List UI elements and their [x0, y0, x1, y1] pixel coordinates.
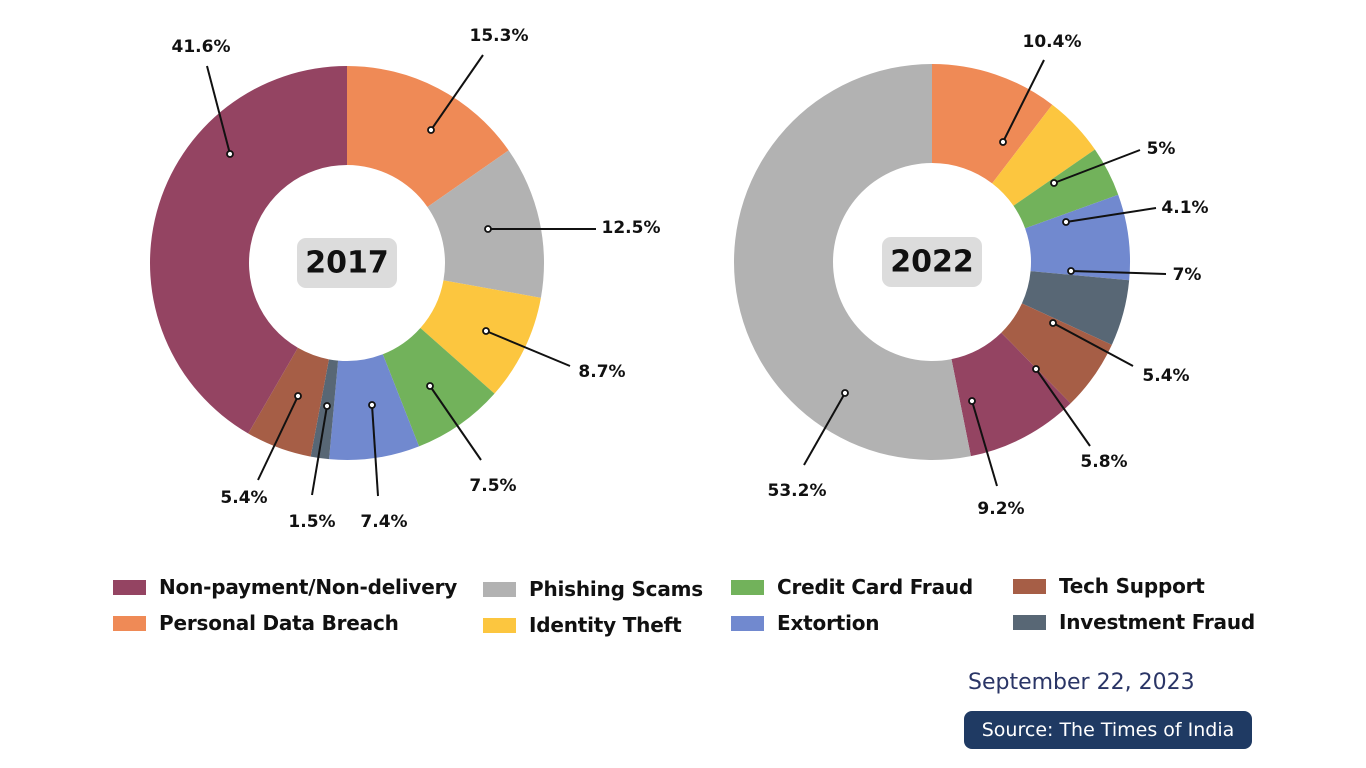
leader-line	[485, 330, 571, 367]
leader-dot	[368, 401, 376, 409]
leader-line	[803, 392, 846, 466]
slice-identity-theft	[992, 104, 1095, 206]
legend-swatch	[731, 579, 764, 595]
legend-item-identity-theft: Identity Theft	[483, 610, 682, 640]
center-badge	[882, 237, 982, 287]
leader-line	[1053, 149, 1141, 184]
donut-chart-2022: 10.4% 5% 4.1% 7% 5.4% 5.8% 9.2% 53.2% 2022	[734, 32, 1209, 519]
legend-item-credit-card-fraud: Credit Card Fraud	[731, 572, 973, 602]
leader-line	[371, 404, 379, 497]
legend-swatch	[483, 581, 516, 597]
data-label-personal-data-breach: 15.3%	[470, 26, 529, 46]
leader-line	[1002, 59, 1045, 143]
leader-dot	[226, 150, 234, 158]
slice-non-payment-non-delivery	[149, 66, 347, 434]
center-badge	[297, 238, 397, 288]
legend: Non-payment/Non-delivery Personal Data B…	[0, 572, 1366, 652]
data-label-phishing-scams: 53.2%	[768, 481, 827, 501]
legend-item-phishing-scams: Phishing Scams	[483, 574, 703, 604]
leader-dot	[484, 225, 492, 233]
leader-dot	[1062, 218, 1070, 226]
legend-item-tech-support: Tech Support	[1013, 571, 1205, 601]
data-label-non-payment-non-delivery: 41.6%	[172, 37, 231, 57]
legend-swatch	[1013, 578, 1046, 594]
legend-label: Investment Fraud	[1059, 610, 1256, 634]
legend-label: Non-payment/Non-delivery	[159, 575, 458, 599]
data-label-investment-fraud: 5.4%	[1142, 366, 1189, 386]
slice-phishing-scams	[734, 64, 971, 460]
leader-dot	[482, 327, 490, 335]
legend-swatch	[113, 615, 146, 631]
slice-personal-data-breach	[932, 64, 1053, 184]
slice-phishing-scams	[427, 150, 544, 298]
legend-item-investment-fraud: Investment Fraud	[1013, 607, 1255, 637]
data-label-credit-card-fraud: 7.5%	[469, 476, 516, 496]
legend-item-personal-data-breach: Personal Data Breach	[113, 608, 399, 638]
slice-investment-fraud	[310, 359, 339, 460]
leader-line	[206, 65, 231, 155]
leader-line	[971, 400, 998, 487]
leader-dot	[1050, 179, 1058, 187]
center-year-label: 2017	[305, 246, 389, 281]
leader-line	[257, 395, 299, 481]
slice-tech-support	[1001, 303, 1112, 404]
leader-dot	[294, 392, 302, 400]
leader-line	[1070, 270, 1167, 275]
data-label-non-payment-non-delivery: 9.2%	[977, 499, 1024, 519]
leader-line	[311, 405, 328, 496]
slice-credit-card-fraud	[382, 327, 495, 447]
data-label-investment-fraud: 1.5%	[288, 512, 335, 532]
leader-dot	[426, 382, 434, 390]
leader-line	[429, 385, 482, 461]
data-label-personal-data-breach: 10.4%	[1023, 32, 1082, 52]
slice-non-payment-non-delivery	[951, 332, 1071, 457]
center-year-label: 2022	[890, 245, 974, 280]
leader-dot	[841, 389, 849, 397]
leader-dot	[968, 397, 976, 405]
source-badge: Source: The Times of India	[964, 711, 1252, 749]
data-label-extortion: 7%	[1173, 265, 1202, 285]
slice-personal-data-breach	[347, 66, 509, 207]
legend-swatch	[731, 615, 764, 631]
leader-line	[430, 54, 484, 131]
legend-label: Phishing Scams	[529, 577, 703, 601]
legend-item-extortion: Extortion	[731, 608, 880, 638]
legend-label: Credit Card Fraud	[777, 575, 974, 599]
data-label-tech-support: 5.4%	[220, 488, 267, 508]
publish-date: September 22, 2023	[968, 670, 1195, 695]
data-label-extortion: 7.4%	[360, 512, 407, 532]
leader-line	[1035, 368, 1091, 447]
legend-label: Tech Support	[1059, 574, 1205, 598]
charts-canvas: 15.3%12.5%8.7%7.5%7.4%1.5%5.4%41.6%2017 …	[149, 26, 1209, 532]
leader-line	[1065, 207, 1157, 223]
legend-item-non-payment: Non-payment/Non-delivery	[113, 572, 457, 602]
legend-swatch	[1013, 614, 1046, 630]
data-label-credit-card-fraud: 4.1%	[1161, 198, 1208, 218]
donut-chart-2017: 15.3% 12.5% 8.7% 7.5% 7.4% 1.5% 5.4% 41.6% 2017	[149, 26, 661, 532]
legend-label: Personal Data Breach	[159, 611, 399, 635]
data-label-identity-theft: 5%	[1147, 139, 1176, 159]
data-label-phishing-scams: 12.5%	[602, 218, 661, 238]
legend-label: Extortion	[777, 611, 880, 635]
leader-dot	[1067, 267, 1075, 275]
leader-line	[1052, 322, 1134, 367]
leader-dot	[1049, 319, 1057, 327]
data-label-tech-support: 5.8%	[1080, 452, 1127, 472]
leader-dot	[1032, 365, 1040, 373]
slice-investment-fraud	[1021, 271, 1130, 345]
legend-label: Identity Theft	[529, 613, 682, 637]
leader-dot	[999, 138, 1007, 146]
legend-swatch	[483, 617, 516, 633]
slice-identity-theft	[420, 280, 541, 394]
legend-swatch	[113, 579, 146, 595]
slice-tech-support	[248, 347, 329, 457]
data-label-identity-theft: 8.7%	[578, 362, 625, 382]
leader-dot	[427, 126, 435, 134]
leader-dot	[323, 402, 331, 410]
